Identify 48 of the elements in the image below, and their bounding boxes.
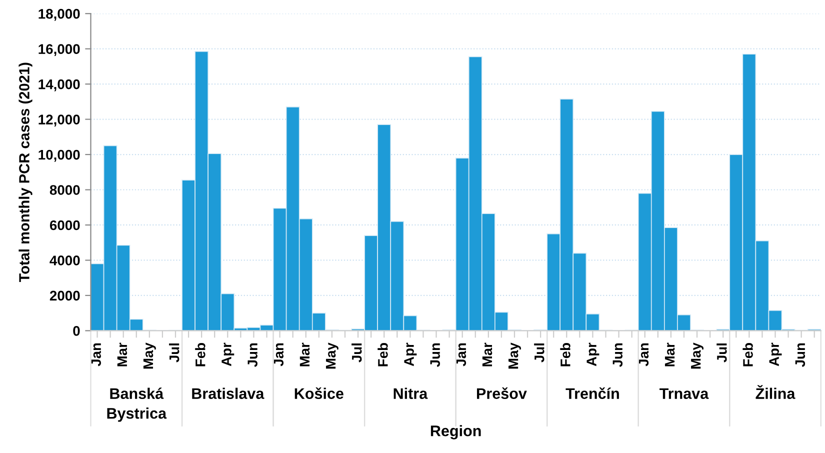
text: Žilina — [756, 385, 796, 399]
x-tick-label: Mar — [117, 342, 128, 366]
x-tick-label: Apr — [769, 342, 782, 366]
x-tick-label: May — [691, 342, 704, 369]
y-tick-label: 4000 — [50, 256, 80, 266]
y-tick-label: 12,000 — [38, 114, 80, 126]
text: Trnava — [660, 388, 709, 399]
x-tick-label: Apr — [222, 342, 234, 366]
x-tick-label: May — [326, 342, 338, 369]
x-tick-label: Jul — [534, 343, 544, 362]
x-tick-label: Jul — [352, 343, 362, 362]
x-tick-label: Feb — [378, 343, 388, 366]
x-tick-label: Apr — [586, 342, 600, 366]
x-tick-label: Mar — [482, 342, 492, 366]
y-tick-label: 8000 — [50, 185, 80, 195]
text: Prešov — [476, 387, 527, 399]
y-axis-title: Total monthly PCR cases (2021) — [18, 62, 32, 282]
x-tick-label: Jul — [169, 343, 180, 362]
y-tick-label: 2000 — [50, 290, 80, 301]
x-tick-label: Jan — [274, 343, 284, 366]
y-tick-label: 18,000 — [38, 8, 80, 21]
text: Trenčín — [566, 387, 619, 399]
x-tick-label: May — [508, 342, 521, 369]
text: Bratislava — [192, 388, 264, 399]
x-tick-label: Jan — [91, 343, 101, 366]
x-tick-label: Jul — [716, 343, 727, 362]
y-tick-label: 16,000 — [38, 44, 80, 56]
x-tick-label: Jun — [430, 343, 440, 367]
text: Nitra — [394, 388, 428, 399]
y-tick-label: 10,000 — [38, 150, 80, 162]
x-tick-label: Jan — [638, 343, 649, 366]
x-tick-label: Feb — [742, 343, 753, 366]
x-tick-label: May — [143, 342, 156, 369]
x-tick-label: Jun — [248, 343, 258, 367]
x-tick-label: Jun — [795, 343, 806, 367]
x-axis-title: Region — [430, 425, 481, 440]
x-tick-label: Jan — [456, 343, 466, 366]
text: Košice — [294, 387, 344, 399]
text: Banská Bystrica — [107, 388, 167, 422]
y-tick-label: 0 — [73, 326, 80, 336]
x-tick-label: Mar — [300, 342, 310, 366]
y-tick-label: 6000 — [50, 220, 80, 230]
x-tick-label: Feb — [560, 343, 570, 366]
x-tick-label: Apr — [404, 342, 417, 366]
y-tick-label: 14,000 — [38, 79, 80, 92]
x-tick-label: Jun — [612, 343, 623, 367]
x-tick-label: Feb — [195, 343, 206, 366]
x-tick-label: Mar — [664, 342, 675, 366]
